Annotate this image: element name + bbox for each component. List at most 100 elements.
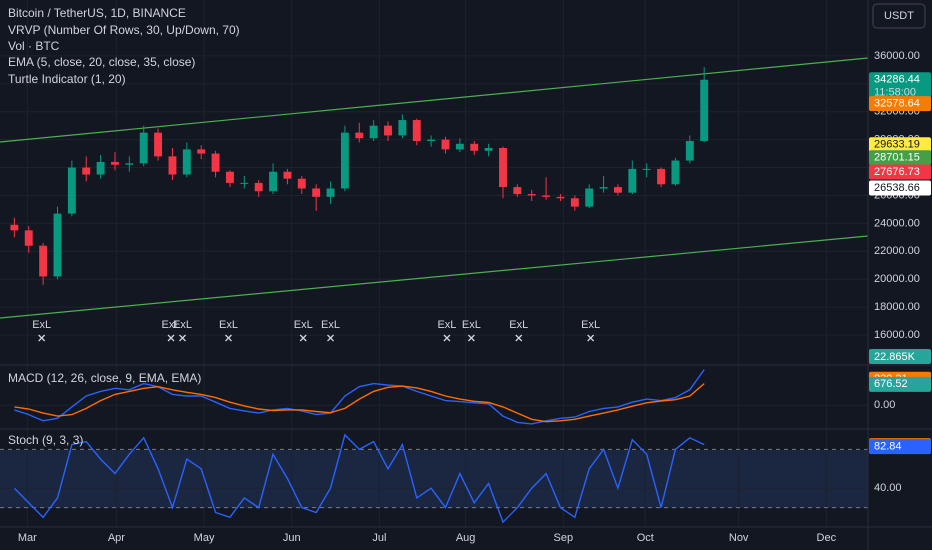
candle-body (297, 178, 306, 189)
channel-upper (0, 57, 869, 143)
candle-body (427, 139, 436, 142)
candle-body (39, 245, 48, 277)
price-badge-label: 29633.19 (874, 139, 920, 151)
y-tick-label: 24000.00 (874, 217, 920, 229)
indicator-legend: VRVP (Number Of Rows, 30, Up/Down, 70) (8, 23, 240, 37)
candle-body (67, 167, 76, 214)
exit-label: ExL (437, 319, 456, 331)
candle-body (211, 153, 220, 172)
candle-body (53, 213, 62, 277)
candle-body (225, 171, 234, 183)
candle-body (484, 147, 493, 151)
candle-body (340, 132, 349, 189)
candle-body (125, 163, 134, 165)
candle-body (455, 143, 464, 150)
volume-badge-label: 22.865K (874, 351, 916, 363)
candle-body (24, 230, 33, 246)
exit-label: ExL (321, 319, 340, 331)
indicator-legend: EMA (5, close, 20, close, 35, close) (8, 55, 195, 69)
candle-body (168, 156, 177, 175)
countdown: 11:58:00 (874, 87, 916, 99)
price-badge (869, 376, 931, 392)
exit-label: ExL (219, 319, 238, 331)
candle-body (355, 132, 364, 139)
y-tick-label: 16000.00 (874, 329, 920, 341)
price-badge (869, 96, 931, 112)
candle-body (96, 161, 105, 175)
x-tick-label: Oct (637, 532, 654, 544)
exit-cross (467, 334, 475, 342)
x-tick-label: Aug (456, 532, 476, 544)
candle-body (82, 167, 91, 175)
exit-cross (587, 334, 595, 342)
price-badge (869, 150, 931, 166)
price-badge (869, 180, 931, 196)
exit-label: ExL (162, 319, 181, 331)
exit-label: ExL (509, 319, 528, 331)
currency-button[interactable] (872, 3, 926, 29)
price-badge (869, 164, 931, 180)
candle-body (369, 125, 378, 139)
indicator-legend: Vol · BTC (8, 39, 60, 53)
candle-body (240, 182, 249, 184)
indicator-line (14, 383, 705, 423)
indicator-legend: Turtle Indicator (1, 20) (8, 72, 126, 86)
exit-label: ExL (294, 319, 313, 331)
price-badge-label: 82.84 (874, 441, 902, 453)
candle-body (197, 149, 206, 154)
candle-body (671, 160, 680, 185)
currency-label[interactable]: USDT (884, 10, 914, 22)
candle-body (513, 187, 522, 195)
y-tick-label: 18000.00 (874, 301, 920, 313)
candle-body (312, 188, 321, 197)
candle-body (685, 141, 694, 161)
badges: 16000.00 18000.00 20000.00 22000.00 24000.00… (18, 50, 931, 544)
candle-body (613, 187, 622, 193)
candle-body (154, 132, 163, 157)
volume-badge (869, 349, 931, 364)
x-tick-label: Apr (108, 532, 125, 544)
exit-cross (299, 334, 307, 342)
stoch-band (0, 450, 868, 508)
candle-body (139, 132, 148, 164)
candle-body (326, 188, 335, 197)
indicator-line (13, 433, 705, 524)
candle-body (10, 224, 19, 231)
y-tick-label: 22000.00 (874, 245, 920, 257)
price-badge-label: 676.52 (874, 378, 908, 390)
candle-body (628, 168, 637, 193)
symbol-title: Bitcoin / TetherUS, 1D, BINANCE (8, 6, 186, 20)
price-badge-label: 32578.64 (874, 98, 920, 110)
exit-cross (225, 334, 232, 342)
candle-body (412, 120, 421, 142)
candle-body (585, 188, 594, 207)
x-tick-label: Mar (18, 532, 37, 544)
candle-body (254, 182, 263, 192)
y-tick-label: 40.00 (874, 482, 902, 494)
candle-body (182, 149, 191, 175)
candle-body (570, 198, 579, 207)
exit-label: ExL (32, 319, 51, 331)
x-tick-label: Jun (283, 532, 301, 544)
indicator-line (14, 369, 705, 425)
candle-body (527, 194, 536, 196)
exit-cross (38, 334, 46, 342)
price-badge (869, 72, 931, 101)
candle-body (499, 147, 507, 188)
price-badge-label: 34286.44 (874, 74, 920, 86)
exit-label: ExL (581, 319, 600, 331)
candle-body (700, 79, 709, 142)
y-tick-label: 0.00 (874, 399, 895, 411)
x-tick-label: Nov (729, 532, 749, 544)
y-tick-label: 36000.00 (874, 50, 920, 62)
candle-body (657, 168, 666, 185)
candle-body (111, 161, 119, 165)
candle-body (599, 187, 608, 189)
candle-body (470, 143, 479, 151)
price-badge-label: 26538.66 (874, 182, 920, 194)
exit-cross (515, 334, 523, 342)
exit-cross (327, 334, 334, 342)
exit-label: ExL (173, 319, 192, 331)
